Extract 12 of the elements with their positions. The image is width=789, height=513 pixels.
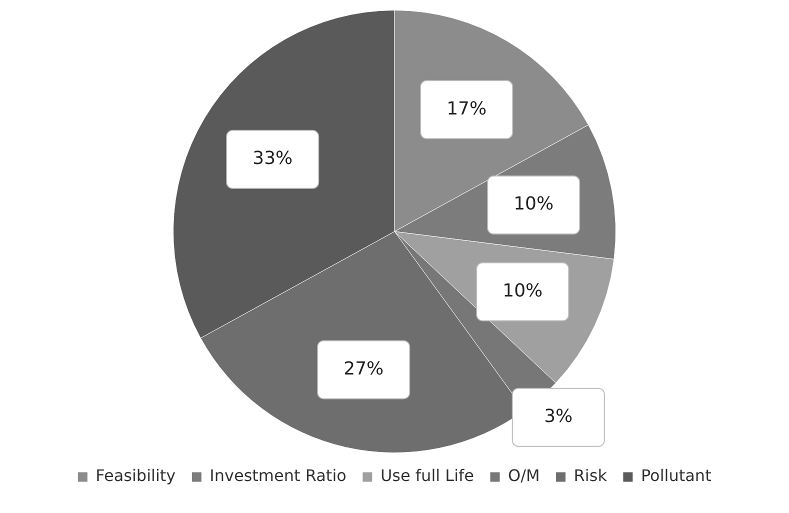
legend-label: Investment Ratio [210,466,346,486]
data-label: 33% [252,148,293,170]
legend-label: Use full Life [380,466,474,486]
legend-label: Feasibility [96,466,176,486]
legend-label: Risk [574,466,608,486]
data-label: 10% [514,194,554,215]
legend-label: Pollutant [640,466,712,486]
legend-label: O/M [508,466,540,486]
data-label: 17% [446,98,487,120]
data-label: 3% [544,406,573,428]
data-label: 27% [344,358,384,380]
data-label: 10% [502,280,543,302]
